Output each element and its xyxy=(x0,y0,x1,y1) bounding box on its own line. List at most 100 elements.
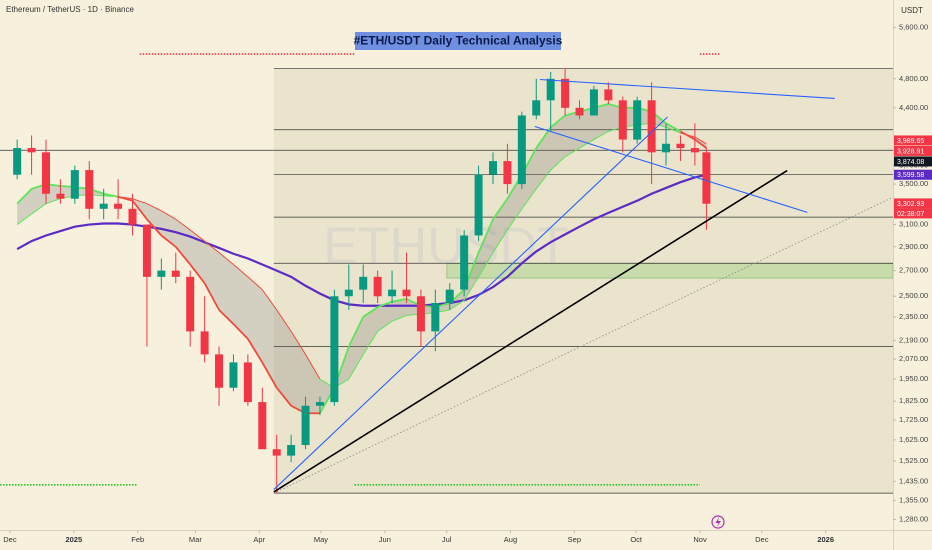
ema-slow-segment xyxy=(362,331,379,355)
chart-title: #ETH/USDT Daily Technical Analysis xyxy=(354,34,563,48)
ema-slow-segment xyxy=(535,169,552,190)
x-tick-label: Aug xyxy=(504,535,517,544)
y-tick-label: 4,800.00 xyxy=(899,74,928,83)
y-tick-label: 1,355.00 xyxy=(899,495,928,504)
ema-slow-segment xyxy=(118,196,133,200)
header: Ethereum / TetherUS · 1D · Binance xyxy=(6,5,134,14)
ema-fast-segment xyxy=(694,138,707,149)
ema-fast-segment xyxy=(261,361,278,389)
x-tick-label: Feb xyxy=(131,535,144,544)
ema-fast-segment xyxy=(391,298,407,303)
x-tick-label: Jul xyxy=(442,535,452,544)
y-tick-label: 1,280.00 xyxy=(899,514,928,523)
candle-body xyxy=(702,152,711,204)
price-tag xyxy=(894,135,932,146)
candle-body xyxy=(330,296,339,403)
ema-fast-segment xyxy=(377,300,393,308)
ema-slow-segment xyxy=(507,208,523,231)
ema-slow-segment xyxy=(680,132,696,138)
y-tick-label: 1,625.00 xyxy=(899,435,928,444)
x-tick-label: Nov xyxy=(693,535,707,544)
ema-slow-segment xyxy=(593,130,609,141)
ema-slow-segment xyxy=(478,252,494,278)
trendline xyxy=(273,116,668,490)
ema-slow-segment xyxy=(564,147,580,158)
ema-fast-segment xyxy=(347,316,365,347)
trendline xyxy=(273,169,788,493)
candle-body xyxy=(474,174,483,236)
y-tick-label: 2,350.00 xyxy=(899,312,928,321)
ema-fast-segment xyxy=(276,387,292,407)
ema-fast-segment xyxy=(247,338,264,363)
ema-slow-segment xyxy=(348,354,364,380)
candle-body xyxy=(561,78,570,108)
y-tick-label: 1,825.00 xyxy=(899,396,928,405)
candle-body xyxy=(272,449,281,456)
candle-body xyxy=(13,148,22,175)
candle-body xyxy=(41,152,50,194)
title-banner xyxy=(355,32,561,50)
trendline xyxy=(534,125,808,213)
y-tick-label: 2,190.00 xyxy=(899,335,928,344)
price-tag-label: 3,928.91 xyxy=(897,148,924,155)
candle-body xyxy=(460,235,469,290)
candle-body xyxy=(532,100,541,116)
ema-fast-segment xyxy=(218,309,235,325)
price-tag xyxy=(894,169,932,180)
ema-fast-segment xyxy=(550,114,566,129)
candle-body xyxy=(373,276,382,297)
x-tick-label: Sep xyxy=(568,535,581,544)
candle-body xyxy=(315,402,324,406)
ema-slow-segment xyxy=(694,136,707,145)
ema-slow-segment xyxy=(31,203,47,215)
x-tick-label: Mar xyxy=(189,535,202,544)
lightning-icon[interactable] xyxy=(711,515,725,529)
price-tag xyxy=(894,156,932,167)
x-tick-label: May xyxy=(314,535,328,544)
candle-body xyxy=(27,148,36,153)
trendline xyxy=(539,78,835,100)
ema-slow-segment xyxy=(521,188,537,210)
x-tick-label: Jun xyxy=(379,535,391,544)
x-tick-label: Apr xyxy=(253,535,265,544)
ema-fast-segment xyxy=(665,122,681,133)
ema-slow-segment xyxy=(579,139,595,149)
candle-body xyxy=(618,100,627,140)
price-tag xyxy=(894,145,932,156)
y-tick-label: 5,600.00 xyxy=(899,22,928,31)
ema-slow-segment xyxy=(132,198,148,205)
ema-slow-segment xyxy=(463,276,480,301)
candle-body xyxy=(70,170,79,199)
y-tick-label: 2,900.00 xyxy=(899,242,928,251)
x-tick-label: 2025 xyxy=(65,535,82,544)
candle-body xyxy=(388,289,397,297)
ema-fast-segment xyxy=(492,198,509,220)
ema-slow-segment xyxy=(261,289,278,311)
x-tick-label: Dec xyxy=(755,535,769,544)
ema-slow-segment xyxy=(305,354,321,380)
candle-body xyxy=(489,161,498,175)
candle-body xyxy=(243,362,252,403)
price-tag xyxy=(894,198,932,209)
candle-body xyxy=(503,161,512,185)
ema-slow-segment xyxy=(665,126,681,134)
price-tag-label: 3,302.93 xyxy=(897,201,924,208)
candle-body xyxy=(690,148,699,153)
y-tick-label: 2,500.00 xyxy=(899,291,928,300)
ema-fast-segment xyxy=(131,200,148,220)
ema-ribbon xyxy=(17,104,707,414)
ema-fast-segment xyxy=(175,246,191,266)
y-tick-label: 2,070.00 xyxy=(899,354,928,363)
ema-slow-segment xyxy=(550,156,566,171)
candle-body xyxy=(128,208,137,225)
candle-body xyxy=(99,203,108,209)
candle-body xyxy=(633,100,642,140)
candle-body xyxy=(200,331,209,355)
candle-body xyxy=(301,405,310,446)
y-tick-label: 3,100.00 xyxy=(899,220,928,229)
ema-slow-segment xyxy=(175,218,191,231)
candle-body xyxy=(171,270,180,277)
candle-body xyxy=(186,276,195,332)
ema-slow-segment xyxy=(218,252,234,265)
candle-body xyxy=(287,445,296,456)
